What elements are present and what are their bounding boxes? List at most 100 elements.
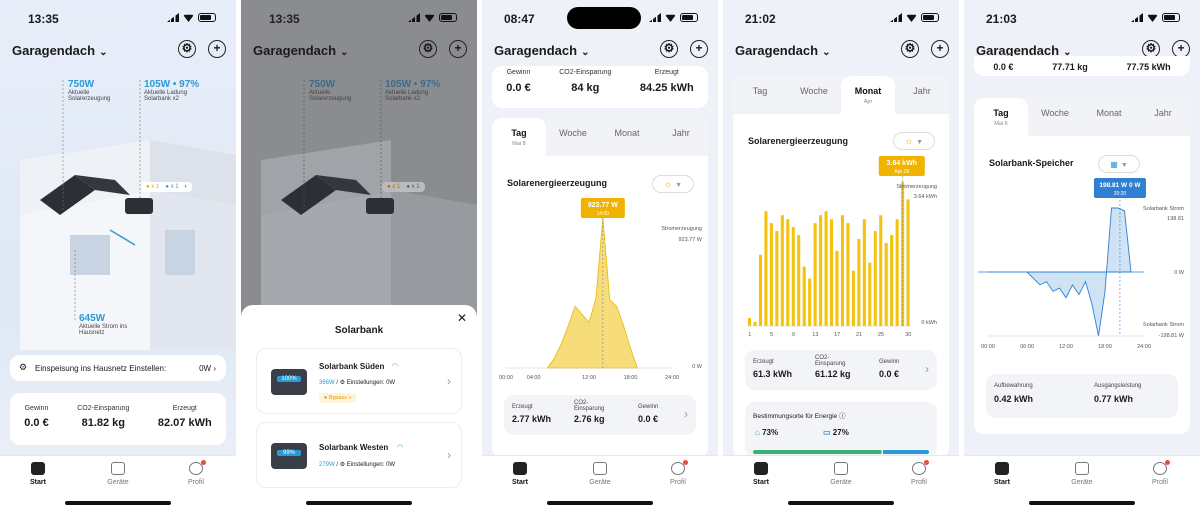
- signal-icon: [408, 13, 420, 22]
- tab-woche[interactable]: Woche: [546, 118, 600, 156]
- tab-jahr[interactable]: Jahr: [1136, 98, 1190, 136]
- add-icon[interactable]: +: [931, 40, 949, 58]
- tab-geraete[interactable]: Geräte: [1052, 462, 1112, 486]
- location-selector[interactable]: Garagendach ⌄: [12, 43, 107, 58]
- period-tabs: Tag Mai 6 Woche Monat Jahr: [974, 98, 1190, 136]
- header: Garagendach ⌄ ⚙ +: [12, 40, 226, 60]
- x-tick-label: 24:00: [665, 375, 679, 381]
- profile-icon: [1153, 460, 1170, 475]
- feed-in-setting[interactable]: ⚙ Einspeisung ins Hausnetz Einstellen: 0…: [10, 355, 226, 381]
- tab-woche[interactable]: Woche: [1028, 98, 1082, 136]
- tab-geraete[interactable]: Geräte: [570, 462, 630, 486]
- close-icon[interactable]: ✕: [456, 311, 467, 325]
- tab-start[interactable]: Start: [490, 462, 550, 486]
- solarbank-card[interactable]: 100% Solarbank Süden ◠ 366W / ⚙ Einstell…: [256, 348, 462, 414]
- home-icon: [513, 462, 527, 475]
- profile-icon: [671, 460, 688, 475]
- tab-profil[interactable]: Profil: [889, 460, 949, 486]
- charge-info: 105W • 97% Aktuelle Ladung Solarbank x2: [144, 79, 199, 102]
- tab-tag[interactable]: Tag Mai 6: [974, 98, 1028, 136]
- location-selector[interactable]: Garagendach ⌄: [976, 43, 1071, 58]
- chevron-down-icon: ▼: [1120, 162, 1128, 169]
- tab-tag[interactable]: Tag Mai 8: [492, 118, 546, 156]
- settings-gear-icon[interactable]: ⚙: [660, 40, 678, 58]
- solar-info: 750W Aktuelle Solarerzeugung: [309, 79, 351, 102]
- tab-tag[interactable]: Tag: [733, 76, 787, 114]
- weather-selector[interactable]: ☼ ▼: [652, 175, 694, 193]
- summary-value: 77.75 kWh: [1126, 62, 1171, 72]
- bar: [879, 215, 883, 326]
- devices-icon: [834, 462, 848, 475]
- tab-profil[interactable]: Profil: [1130, 460, 1190, 486]
- solarbank-card-2[interactable]: 99% Solarbank Westen ◠ 279W / ⚙ Einstell…: [256, 422, 462, 488]
- summary-value: 0.0 €: [993, 62, 1014, 72]
- solar-label-2: Solarerzeugung: [68, 96, 111, 102]
- device-badge[interactable]: ● x 1 ● x 1 ›: [141, 182, 192, 192]
- storage-totals: Aufbewahrung 0.42 kWh Ausgangsleistung 0.7…: [986, 374, 1178, 418]
- location-title: Garagendach: [976, 43, 1060, 58]
- tab-label: Woche: [1041, 108, 1069, 118]
- stat-label: CO2-Einsparung: [77, 405, 130, 412]
- tab-monat[interactable]: Monat: [1082, 98, 1136, 136]
- location-selector[interactable]: Garagendach ⌄: [735, 43, 830, 58]
- tab-monat[interactable]: Monat Apr: [841, 76, 895, 114]
- house-icon: ⌂: [755, 428, 760, 437]
- info-icon[interactable]: ⓘ: [839, 413, 846, 420]
- dest-battery-value: 27%: [832, 428, 849, 437]
- summary-value: 77.71 kg: [1052, 62, 1088, 72]
- tab-monat[interactable]: Monat: [600, 118, 654, 156]
- chart-title: Solarenergieerzeugung: [507, 178, 608, 188]
- settings-gear-icon[interactable]: ⚙: [419, 40, 437, 58]
- tab-jahr[interactable]: Jahr: [895, 76, 949, 114]
- x-tick-label: 1: [748, 332, 751, 338]
- battery-icon: [198, 13, 216, 22]
- total-value: 61.12 kg: [815, 369, 851, 379]
- settings-gear-icon[interactable]: ⚙: [178, 40, 196, 58]
- bypass-badge[interactable]: ● Bypass »: [319, 393, 357, 403]
- chevron-right-icon: ›: [447, 374, 451, 388]
- bar: [895, 219, 899, 326]
- stat-value: 84 kg: [571, 82, 600, 94]
- total-label: Gewinn: [879, 359, 900, 365]
- location-selector[interactable]: Garagendach ⌄: [253, 43, 348, 58]
- bar: [753, 322, 757, 326]
- settings-gear-icon[interactable]: ⚙: [901, 40, 919, 58]
- tooltip-time: 14:00: [597, 211, 610, 217]
- add-icon[interactable]: +: [690, 40, 708, 58]
- tab-start[interactable]: Start: [972, 462, 1032, 486]
- chevron-right-icon[interactable]: ›: [925, 362, 929, 376]
- tab-geraete[interactable]: Geräte: [811, 462, 871, 486]
- grid-info: 645W Aktuelle Strom ins Hausnetz: [79, 313, 127, 336]
- date-selector[interactable]: ▦ ▼: [1098, 155, 1140, 173]
- tab-label: Profil: [1152, 479, 1168, 486]
- feed-label: Einspeisung ins Hausnetz Einstellen:: [35, 364, 167, 373]
- tab-label: Monat: [1096, 108, 1122, 118]
- stat-value: 84.25 kWh: [639, 82, 694, 94]
- solar-label: Aktuelle: [309, 90, 331, 96]
- legend-label: Stromerzeugung: [661, 226, 702, 232]
- tab-start[interactable]: Start: [731, 462, 791, 486]
- weather-selector[interactable]: ☼ ▼: [893, 132, 935, 150]
- add-icon[interactable]: +: [449, 40, 467, 58]
- add-icon[interactable]: +: [208, 40, 226, 58]
- total-value: 0.77 kWh: [1094, 394, 1134, 404]
- solar-count-text: x 1: [392, 184, 401, 190]
- tab-jahr[interactable]: Jahr: [654, 118, 708, 156]
- location-selector[interactable]: Garagendach ⌄: [494, 43, 589, 58]
- chevron-right-icon[interactable]: ›: [684, 407, 688, 421]
- summary-card-cut: 0.0 € 77.71 kg 77.75 kWh: [974, 56, 1190, 76]
- tab-profil[interactable]: Profil: [648, 460, 708, 486]
- solar-count-text: x 1: [151, 184, 160, 190]
- tab-profil[interactable]: Profil: [166, 460, 226, 486]
- total-label: Gewinn: [638, 404, 659, 410]
- battery-level: 99%: [277, 450, 301, 456]
- tab-label: Start: [512, 479, 528, 486]
- tab-geraete[interactable]: Geräte: [88, 462, 148, 486]
- tab-woche[interactable]: Woche: [787, 76, 841, 114]
- destination-bar: [753, 450, 929, 454]
- tab-start[interactable]: Start: [8, 462, 68, 486]
- chart-card: Tag Mai 8 Woche Monat Jahr Solarenergieer…: [492, 118, 708, 458]
- phone-storage-chart: 21:03 Garagendach ⌄ ⚙ + 0.0 €77.71 kg 77.7…: [964, 0, 1200, 511]
- legend-bottom-label: Solarbank Strom: [1143, 322, 1184, 328]
- bar: [808, 278, 812, 326]
